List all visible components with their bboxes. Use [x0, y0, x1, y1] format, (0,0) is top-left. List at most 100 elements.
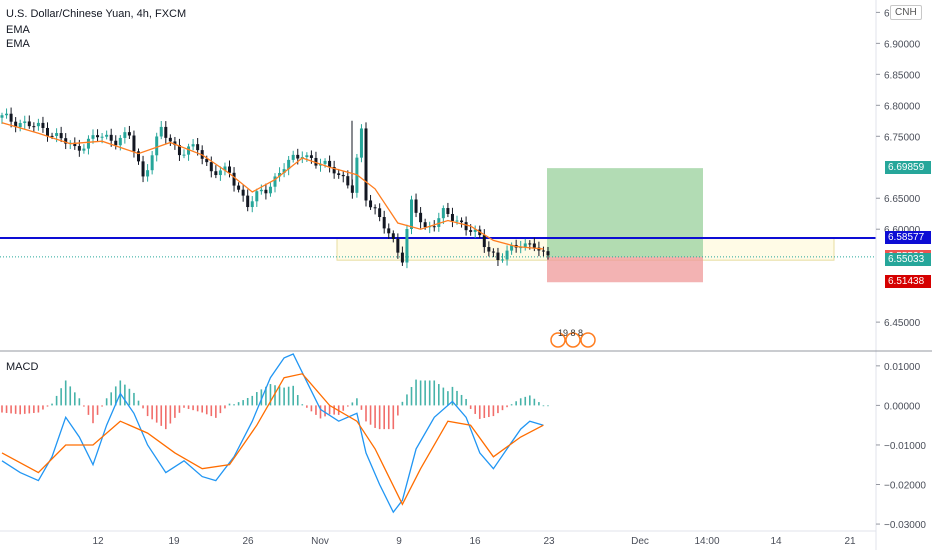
candle-body [32, 126, 36, 128]
stop-zone [547, 256, 703, 283]
price-badge: 6.51438 [885, 275, 931, 289]
event-flag-icon [550, 332, 566, 348]
candle-body [150, 155, 154, 171]
macd-tick-label: −0.02000 [884, 481, 926, 492]
candle-body [432, 226, 436, 228]
candle-body [396, 238, 400, 253]
currency-badge[interactable]: CNH [890, 5, 922, 20]
macd-histogram-bar [438, 384, 440, 406]
macd-histogram-bar [256, 392, 258, 406]
price-tick-label: 6.85000 [884, 70, 921, 81]
candle-body [55, 133, 59, 136]
candle-body [287, 159, 291, 170]
macd-histogram-bar [474, 405, 476, 414]
candle-body [177, 145, 181, 156]
time-tick-label: 9 [396, 536, 402, 547]
indicator-ema-1[interactable]: EMA [6, 24, 30, 36]
macd-histogram-bar [142, 405, 144, 409]
macd-histogram-bar [287, 386, 290, 406]
macd-histogram-bar [96, 405, 99, 415]
macd-histogram-bar [1, 405, 3, 413]
macd-histogram-bar [301, 404, 304, 406]
macd-histogram-bar [538, 402, 540, 406]
indicator-ema-2[interactable]: EMA [6, 38, 30, 50]
candle-body [278, 172, 282, 177]
macd-histogram-bar [137, 400, 140, 406]
candle-body [18, 123, 22, 128]
macd-histogram-bar [178, 405, 181, 413]
candle-body [305, 155, 309, 158]
macd-histogram-bar [451, 386, 454, 406]
macd-histogram-bar [333, 405, 335, 415]
macd-histogram-bar [37, 405, 40, 413]
macd-histogram-bar [5, 405, 8, 413]
candle-body [196, 144, 200, 151]
candle-body [491, 251, 495, 253]
price-tick-label: 6.45000 [884, 318, 921, 329]
candle-body [364, 128, 368, 201]
candle-body [291, 154, 295, 160]
candle-body [296, 154, 300, 159]
macd-histogram-bar [415, 379, 417, 406]
candle-body [191, 144, 195, 147]
price-tick-label: 6.75000 [884, 132, 921, 143]
candle-body [414, 199, 418, 213]
signal-line [1, 373, 544, 506]
candle-body [473, 229, 477, 232]
time-tick-label: Dec [631, 536, 649, 547]
macd-histogram-bar [124, 384, 126, 406]
candle-body [346, 176, 350, 186]
candle-body [223, 166, 227, 171]
macd-histogram-bar [347, 405, 349, 407]
event-flag-icon [565, 332, 581, 348]
candle-body [164, 126, 168, 138]
macd-histogram-bar [246, 397, 249, 406]
macd-histogram-bar [433, 380, 436, 406]
macd-histogram-bar [160, 405, 163, 426]
macd-histogram-bar [328, 405, 331, 415]
candle-body [105, 134, 109, 137]
candle-body [505, 250, 509, 260]
candle-body [141, 161, 145, 177]
candle-body [314, 157, 318, 166]
candle-body [410, 199, 413, 229]
candle-body [14, 121, 18, 128]
candle-body [64, 138, 68, 144]
candle-body [546, 251, 550, 256]
macd-histogram-bar [251, 395, 254, 406]
macd-histogram-bar [237, 402, 240, 406]
macd-label[interactable]: MACD [6, 361, 39, 373]
candle-body [423, 222, 427, 228]
ema-line [1, 122, 544, 250]
macd-histogram-bar [274, 385, 276, 406]
macd-pane[interactable] [1, 353, 549, 514]
macd-histogram-bar [492, 405, 495, 417]
macd-histogram-bar [419, 380, 422, 406]
price-badge: 6.55033 [885, 252, 931, 266]
candle-body [455, 220, 459, 222]
candle-body [168, 137, 172, 142]
candle-body [441, 208, 445, 219]
time-tick-label: 19 [168, 536, 180, 547]
candle-body [450, 213, 454, 221]
candle-body [123, 132, 127, 138]
candle-body [460, 220, 464, 223]
macd-histogram-bar [265, 386, 267, 406]
time-tick-label: Nov [311, 536, 329, 547]
price-pane[interactable] [0, 107, 876, 348]
macd-histogram-bar [460, 394, 463, 406]
macd-histogram-bar [183, 405, 185, 408]
candle-body [487, 247, 491, 252]
candle-body [341, 174, 345, 177]
candle-body [437, 218, 441, 227]
macd-histogram-bar [60, 388, 62, 406]
candle-body [86, 138, 90, 149]
macd-tick-label: 0.01000 [884, 362, 921, 373]
macd-histogram-bar [224, 405, 226, 409]
macd-histogram-bar [55, 395, 58, 406]
candle-body [114, 140, 118, 146]
macd-histogram-bar [351, 402, 354, 406]
candle-body [264, 189, 268, 194]
